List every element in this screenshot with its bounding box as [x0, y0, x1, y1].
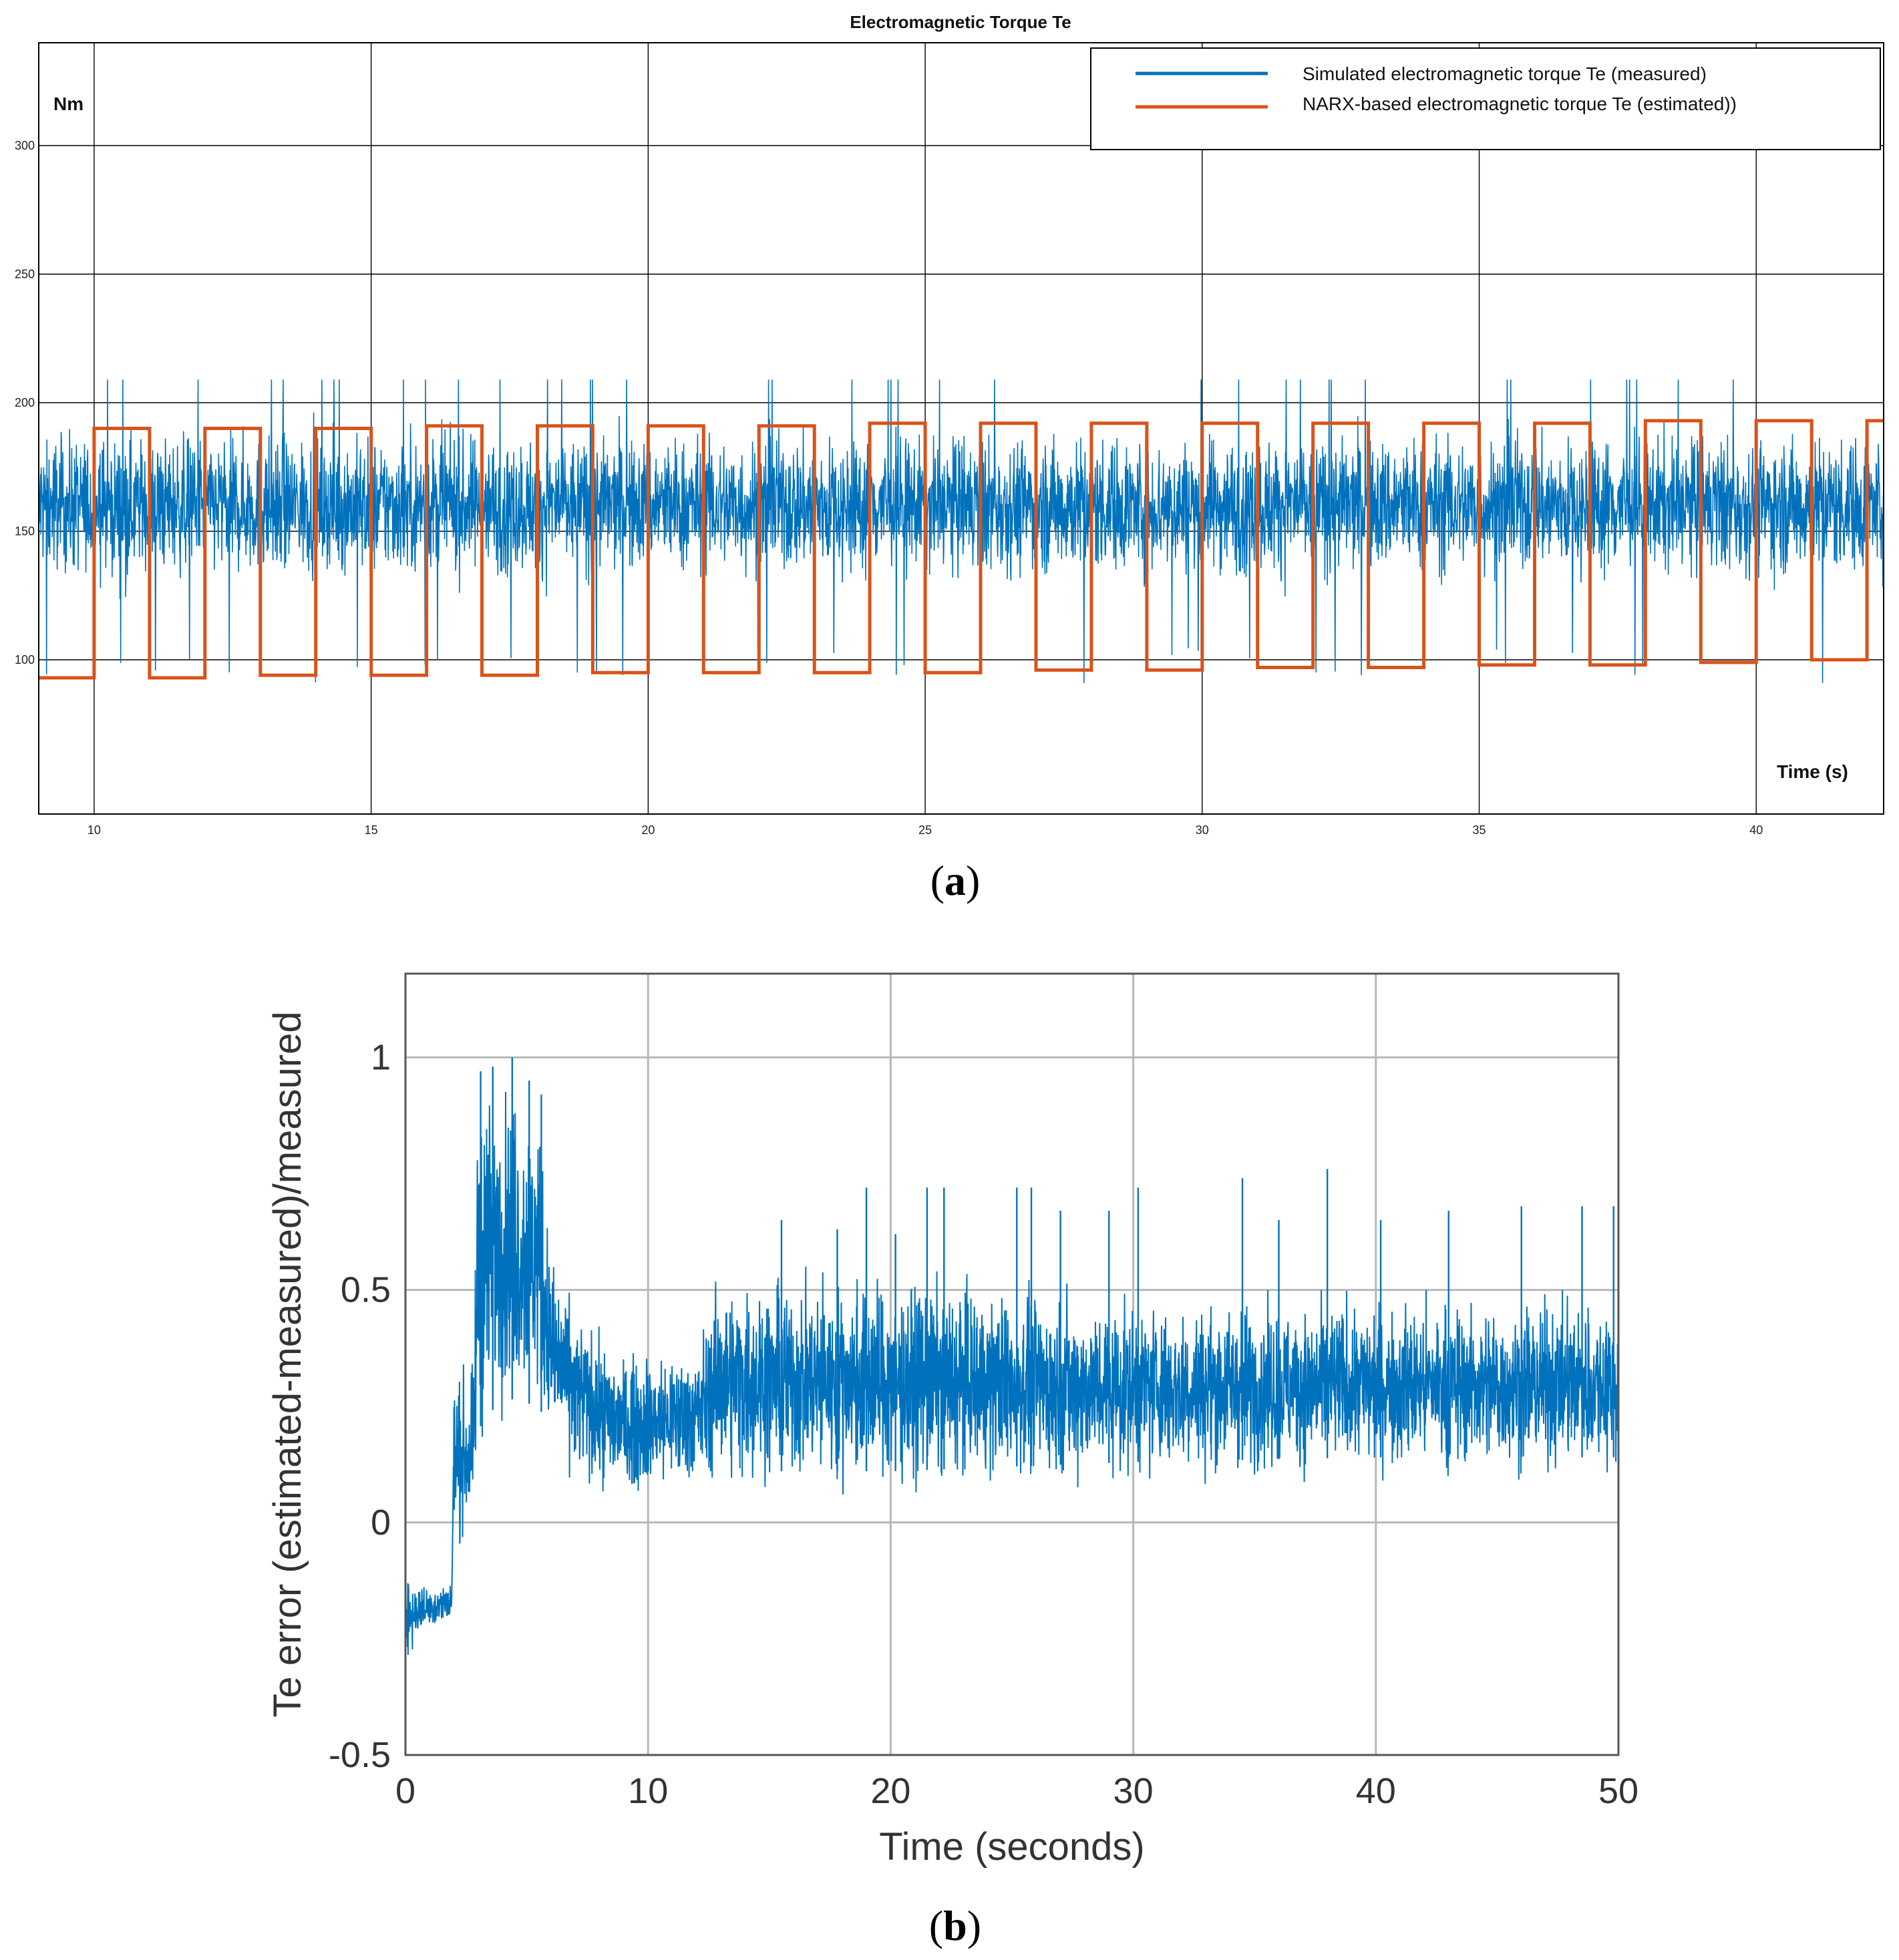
- chart-a-xlabel: Time (s): [1777, 761, 1848, 782]
- chart-b-ytick-0: -0.5: [329, 1735, 391, 1775]
- chart-a-measured-series: [38, 379, 1884, 683]
- chart-b-xtick-2: 20: [870, 1771, 910, 1811]
- chart-b-ticks: 0 10 20 30 40 50-0.500.51: [329, 1037, 1638, 1811]
- chart-a-legend: Simulated electromagnetic torque Te (mea…: [1090, 47, 1881, 150]
- caption-b-letter: b: [943, 1902, 967, 1949]
- chart-a-estimated-line: [39, 419, 1884, 680]
- chart-a-ticks: 10 15 20 25 30 35 40 100 150 200 250 300: [15, 139, 1763, 837]
- chart-b-xtick-4: 40: [1356, 1771, 1396, 1811]
- chart-a-ylabel: Nm: [53, 93, 83, 114]
- chart-a-ytick-1: 150: [15, 525, 35, 538]
- chart-a-measured-line: [38, 379, 1884, 683]
- chart-b-ytick-1: 0: [371, 1503, 391, 1543]
- caption-a-letter: a: [944, 857, 966, 904]
- chart-a-legend-estimated: NARX-based electromagnetic torque Te (es…: [1303, 93, 1737, 114]
- chart-a-xtick-6: 40: [1749, 823, 1763, 837]
- chart-b-xtick-5: 50: [1598, 1771, 1638, 1811]
- caption-b: (b): [929, 1902, 981, 1949]
- chart-a-xtick-4: 30: [1196, 823, 1209, 837]
- chart-b-plot-frame: [404, 972, 1620, 1756]
- chart-a-xtick-2: 20: [641, 823, 655, 837]
- chart-b: 0 10 20 30 40 50-0.500.51 Time (seconds) Te e…: [266, 972, 1638, 1869]
- chart-b-xlabel: Time (seconds): [879, 1825, 1145, 1869]
- chart-b-xtick-3: 30: [1113, 1771, 1154, 1811]
- chart-a-ytick-0: 100: [15, 653, 35, 666]
- chart-a-ytick-4: 300: [15, 139, 35, 152]
- chart-b-ytick-2: 0.5: [341, 1270, 391, 1310]
- chart-a-legend-box: [1090, 47, 1881, 150]
- caption-a: (a): [930, 857, 981, 904]
- chart-a-plot-frame: [38, 42, 1884, 815]
- chart-a-estimated-series: [39, 419, 1884, 680]
- chart-b-xtick-0: 0: [395, 1771, 415, 1811]
- chart-b-ytick-3: 1: [371, 1037, 391, 1077]
- chart-a: Electromagnetic Torque Te 10 15 20 25 30 35 40…: [15, 12, 1884, 837]
- chart-a-title: Electromagnetic Torque Te: [850, 12, 1071, 32]
- chart-a-ytick-2: 200: [15, 396, 35, 409]
- chart-a-xtick-5: 35: [1473, 823, 1486, 837]
- chart-a-ytick-3: 250: [15, 268, 35, 281]
- chart-a-xtick-0: 10: [88, 823, 101, 837]
- chart-b-error-series: [405, 1057, 1619, 1655]
- chart-b-error-line: [405, 1091, 1619, 1655]
- chart-b-xtick-1: 10: [628, 1771, 668, 1811]
- chart-b-ylabel: Te error (estimated-measured)/measured: [266, 1011, 309, 1717]
- chart-a-xtick-1: 15: [365, 823, 378, 837]
- chart-a-xtick-3: 25: [918, 823, 932, 837]
- chart-a-legend-measured: Simulated electromagnetic torque Te (mea…: [1303, 63, 1707, 84]
